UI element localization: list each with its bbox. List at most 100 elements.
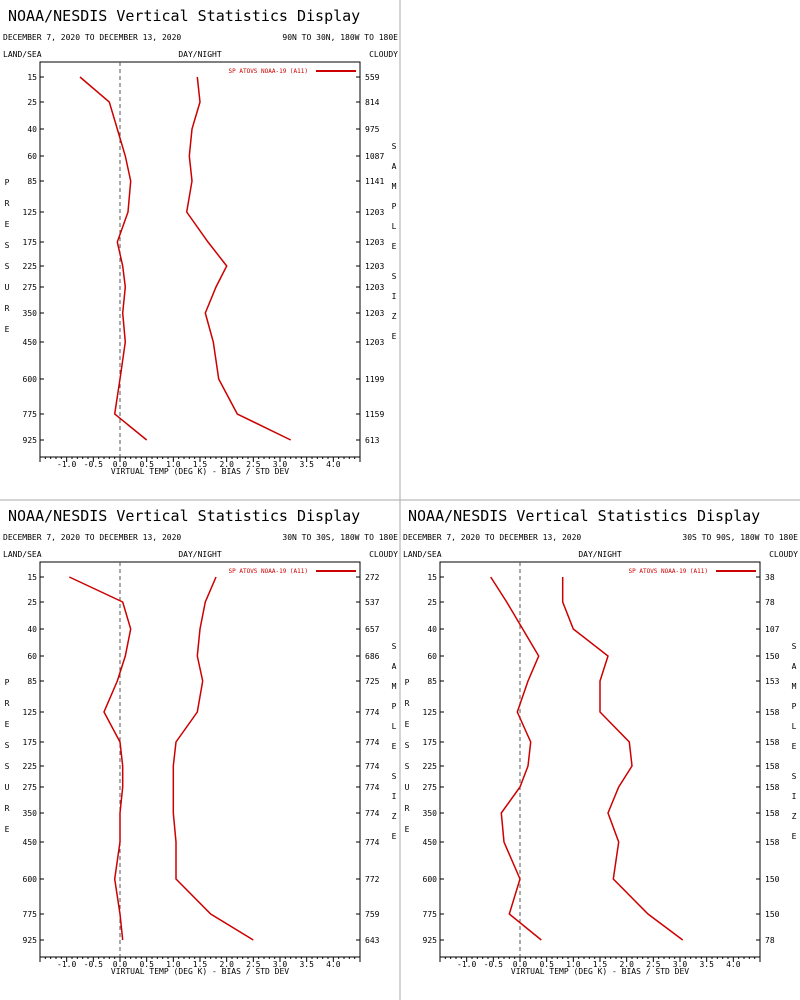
sample-size-label: 150 <box>765 652 780 661</box>
pressure-level-label: 25 <box>27 598 37 607</box>
region-label: 30N TO 30S, 180W TO 180E <box>282 533 398 542</box>
sample-size-axis-letter: Z <box>392 312 397 321</box>
x-tick-label: 3.0 <box>273 960 288 969</box>
sample-size-label: 772 <box>365 875 380 884</box>
sample-size-label: 158 <box>765 708 780 717</box>
pressure-level-label: 275 <box>23 283 38 292</box>
x-tick-label: 1.0 <box>166 460 181 469</box>
pressure-axis-letter: R <box>405 699 410 708</box>
sample-size-axis-letter: Z <box>792 812 797 821</box>
x-tick-label: 2.5 <box>246 460 261 469</box>
sample-size-axis-letter: E <box>392 332 397 341</box>
pressure-level-label: 125 <box>423 708 438 717</box>
cloudy-label: CLOUDY <box>769 550 798 559</box>
pressure-level-label: 925 <box>423 936 438 945</box>
pressure-level-label: 15 <box>27 573 37 582</box>
std-dev-line <box>172 576 254 941</box>
sample-size-label: 759 <box>365 910 380 919</box>
x-tick-label: -0.5 <box>84 960 103 969</box>
land-sea-label: LAND/SEA <box>3 50 42 59</box>
chart-panel: NOAA/NESDIS Vertical Statistics Display D… <box>403 507 798 976</box>
x-tick-label: 1.5 <box>193 960 208 969</box>
sample-size-label: 107 <box>765 625 780 634</box>
sample-size-label: 38 <box>765 573 775 582</box>
pressure-level-label: 125 <box>23 708 38 717</box>
sample-size-label: 814 <box>365 98 380 107</box>
x-tick-label: 3.5 <box>699 960 714 969</box>
sample-size-axis-letter: L <box>792 722 797 731</box>
pressure-axis-letter: R <box>5 199 10 208</box>
pressure-axis-letter: E <box>5 220 10 229</box>
sample-size-axis-letter: L <box>392 722 397 731</box>
sample-size-label: 78 <box>765 936 775 945</box>
sample-size-axis-letter: I <box>392 792 397 801</box>
chart-panel: NOAA/NESDIS Vertical Statistics Display D… <box>3 507 398 976</box>
x-tick-label: 2.0 <box>219 460 234 469</box>
sample-size-axis-letter: I <box>392 292 397 301</box>
sample-size-label: 78 <box>765 598 775 607</box>
sample-size-label: 1159 <box>365 410 384 419</box>
x-tick-label: 1.5 <box>593 960 608 969</box>
pressure-level-label: 175 <box>23 738 38 747</box>
pressure-level-label: 175 <box>423 738 438 747</box>
sample-size-axis-letter: A <box>792 662 797 671</box>
pressure-axis-letter: S <box>5 762 10 771</box>
x-tick-label: -0.5 <box>484 960 503 969</box>
sample-size-label: 1203 <box>365 309 384 318</box>
sample-size-axis-letter: E <box>392 832 397 841</box>
sample-size-label: 1087 <box>365 152 384 161</box>
sample-size-axis-letter: S <box>792 772 797 781</box>
chart-panel: NOAA/NESDIS Vertical Statistics Display D… <box>3 7 398 476</box>
plot-frame <box>39 561 361 958</box>
pressure-axis-letter: P <box>405 678 410 687</box>
legend-label: SP ATOVS NOAA-19 (A11) <box>229 68 308 75</box>
pressure-axis-letter: U <box>5 783 10 792</box>
pressure-level-label: 925 <box>23 436 38 445</box>
day-night-label: DAY/NIGHT <box>578 550 622 559</box>
pressure-level-label: 350 <box>423 809 438 818</box>
pressure-level-label: 40 <box>27 625 37 634</box>
pressure-level-label: 85 <box>27 677 37 686</box>
pressure-level-label: 25 <box>27 98 37 107</box>
land-sea-label: LAND/SEA <box>3 550 42 559</box>
sample-size-label: 272 <box>365 573 380 582</box>
pressure-level-label: 85 <box>27 177 37 186</box>
pressure-axis-letter: E <box>405 825 410 834</box>
x-tick-label: 0.0 <box>513 960 528 969</box>
pressure-level-label: 225 <box>423 762 438 771</box>
pressure-level-label: 225 <box>23 262 38 271</box>
sample-size-axis-letter: L <box>392 222 397 231</box>
sample-size-axis-letter: E <box>392 742 397 751</box>
region-label: 30S TO 90S, 180W TO 180E <box>682 533 798 542</box>
pressure-axis-letter: R <box>5 804 10 813</box>
pressure-level-label: 15 <box>27 73 37 82</box>
sample-size-axis-letter: P <box>392 702 397 711</box>
chart-title: NOAA/NESDIS Vertical Statistics Display <box>8 507 360 525</box>
pressure-level-label: 60 <box>27 652 37 661</box>
sample-size-label: 1203 <box>365 283 384 292</box>
sample-size-label: 643 <box>365 936 380 945</box>
region-label: 90N TO 30N, 180W TO 180E <box>282 33 398 42</box>
sample-size-axis-letter: P <box>792 702 797 711</box>
x-tick-label: 0.0 <box>113 960 128 969</box>
x-tick-label: 4.0 <box>326 960 341 969</box>
bias-line <box>490 576 542 941</box>
pressure-axis-letter: E <box>5 825 10 834</box>
sample-size-label: 1199 <box>365 375 384 384</box>
sample-size-axis-letter: E <box>792 742 797 751</box>
day-night-label: DAY/NIGHT <box>178 50 222 59</box>
day-night-label: DAY/NIGHT <box>178 550 222 559</box>
sample-size-label: 559 <box>365 73 380 82</box>
sample-size-axis-letter: E <box>792 832 797 841</box>
pressure-axis-letter: S <box>405 741 410 750</box>
sample-size-axis-letter: P <box>392 202 397 211</box>
pressure-axis-letter: E <box>405 720 410 729</box>
x-tick-label: 3.5 <box>299 960 314 969</box>
legend-label: SP ATOVS NOAA-19 (A11) <box>629 568 708 575</box>
sample-size-axis-letter: S <box>392 142 397 151</box>
sample-size-label: 1203 <box>365 238 384 247</box>
pressure-axis-letter: S <box>5 241 10 250</box>
sample-size-axis-letter: E <box>392 242 397 251</box>
pressure-level-label: 600 <box>423 875 438 884</box>
legend-label: SP ATOVS NOAA-19 (A11) <box>229 568 308 575</box>
